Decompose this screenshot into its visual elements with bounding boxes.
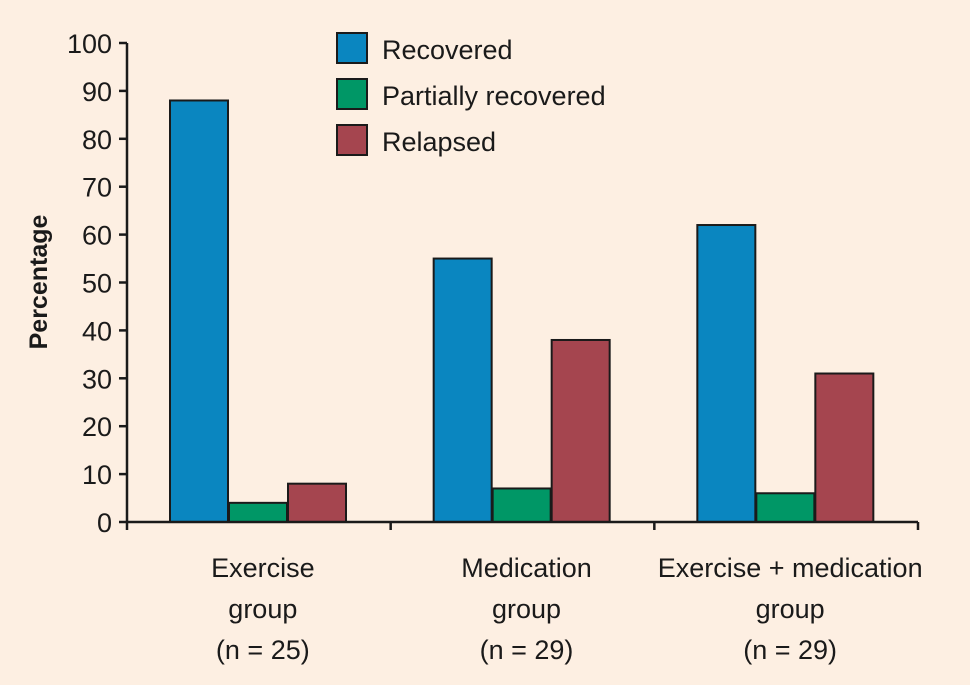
bar-partially-recovered-3: [755, 492, 816, 524]
bar-relapsed-2: [550, 338, 611, 524]
category-label-2-line-1: Medication: [461, 553, 592, 583]
axes-group: [125, 43, 920, 530]
category-label-2-line-2: group: [492, 594, 561, 624]
y-tick-label: 60: [82, 221, 112, 251]
legend-label-relapsed: Relapsed: [382, 127, 496, 157]
y-tick-label: 90: [82, 77, 112, 107]
y-tick-label: 10: [82, 460, 112, 490]
category-label-3-line-3: (n = 29): [743, 635, 837, 665]
y-tick-label: 100: [67, 29, 112, 59]
category-labels-group: Exercise group (n = 25) Medication group (n =…: [211, 553, 923, 665]
y-ticks-group: 0 10 20 30 40 50 60 70 80 90 100: [67, 29, 127, 538]
bar-partially-recovered-1: [228, 501, 288, 523]
legend-label-recovered: Recovered: [382, 35, 513, 65]
y-tick-label: 40: [82, 316, 112, 346]
category-label-1-line-2: group: [228, 594, 297, 624]
bar-partially-recovered-2: [491, 487, 552, 523]
category-label-1-line-1: Exercise: [211, 553, 315, 583]
bar-recovered-2: [432, 257, 493, 523]
category-label-3-line-2: group: [756, 594, 825, 624]
category-label-1-line-3: (n = 25): [216, 635, 310, 665]
legend-swatch-relapsed: [336, 124, 368, 156]
category-label-2-line-3: (n = 29): [480, 635, 574, 665]
legend-label-partially-recovered: Partially recovered: [382, 81, 606, 111]
y-tick-label: 0: [97, 508, 112, 538]
y-tick-label: 30: [82, 364, 112, 394]
legend: Recovered Partially recovered Relapsed: [336, 32, 606, 157]
bar-relapsed-1: [287, 482, 347, 523]
y-tick-label: 50: [82, 269, 112, 299]
bar-recovered-1: [169, 99, 229, 523]
y-axis-title: Percentage: [25, 215, 53, 350]
y-tick-label: 20: [82, 412, 112, 442]
y-tick-label: 80: [82, 125, 112, 155]
legend-swatch-partially-recovered: [336, 78, 368, 110]
y-tick-label: 70: [82, 173, 112, 203]
bars-group: [169, 99, 875, 524]
category-label-3-line-1: Exercise + medication: [658, 553, 923, 583]
legend-swatch-recovered: [336, 32, 368, 64]
bar-relapsed-3: [814, 372, 875, 524]
bar-recovered-3: [696, 224, 757, 524]
